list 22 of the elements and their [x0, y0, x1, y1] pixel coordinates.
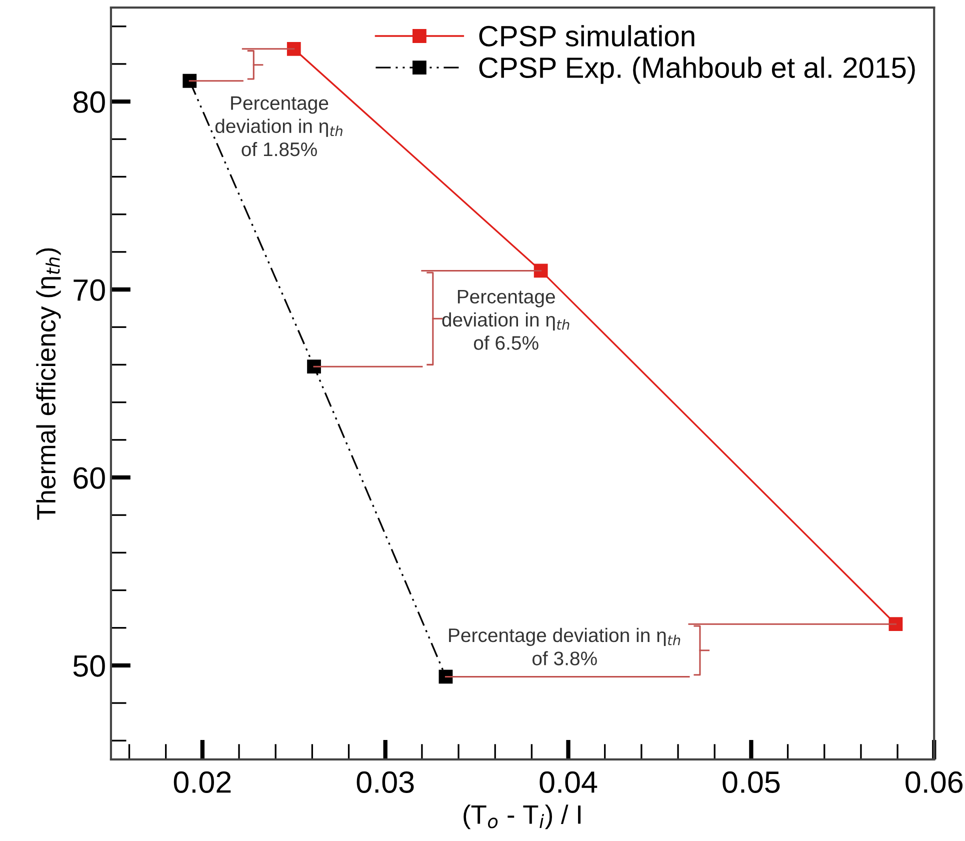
y-tick-label: 80: [73, 91, 105, 113]
legend-label: CPSP Exp. (Mahboub et al. 2015): [479, 56, 915, 84]
x-tick-label: 0.06: [906, 771, 963, 793]
y-tick-label: 70: [74, 279, 105, 301]
point: [286, 42, 301, 56]
point: [182, 74, 197, 88]
y-tick-label: 60: [74, 467, 105, 489]
point: [307, 360, 321, 374]
point: [438, 670, 453, 684]
x-tick-label: 0.04: [540, 771, 598, 793]
x-axis-title: (T$_{o}$ - T$_{i}$) / I: [464, 804, 581, 830]
y-tick-label: 50: [73, 655, 105, 677]
x-tick-label: 0.05: [722, 771, 780, 793]
y-axis-title: Thermal efficiency (η$_{th}$): [36, 248, 61, 520]
x-tick-label: 0.03: [356, 771, 414, 793]
text: Percentage deviation in η$_{th}$ of 6.5%: [442, 290, 570, 350]
annotation: Percentage deviation in η$_{th}$ of 1.85%: [215, 96, 342, 156]
point: [888, 617, 903, 632]
legend-label: CPSP simulation: [479, 25, 694, 46]
text: Percentage deviation in η$_{th}$ of 3.8%: [449, 628, 680, 666]
x-tick-label: 0.02: [174, 771, 231, 793]
point: [534, 264, 548, 278]
